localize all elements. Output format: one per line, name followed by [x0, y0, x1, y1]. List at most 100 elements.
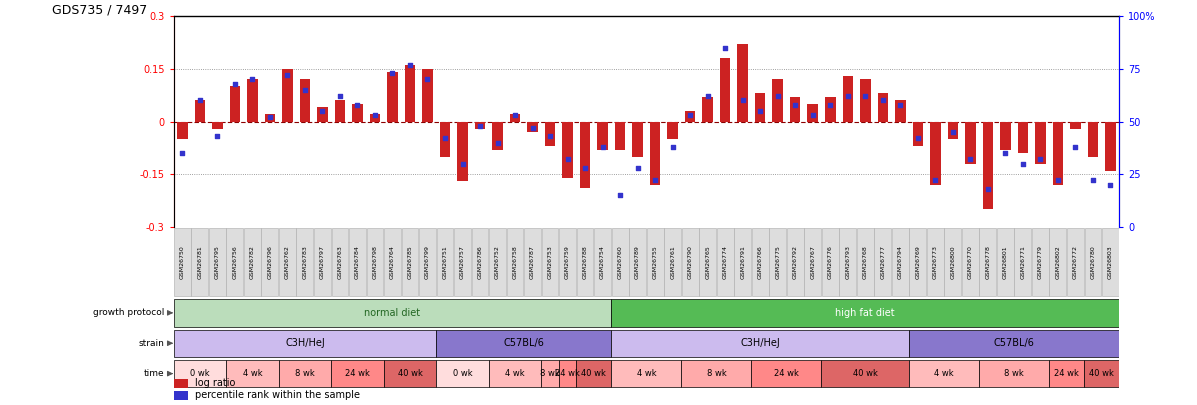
Text: GSM26753: GSM26753: [547, 245, 553, 279]
Bar: [877, 94, 888, 122]
Point: [628, 164, 648, 171]
Point: [716, 45, 735, 51]
Bar: [247, 79, 257, 122]
Text: GSM26759: GSM26759: [565, 245, 570, 279]
Bar: [909, 330, 1119, 357]
Point: [225, 80, 244, 87]
FancyBboxPatch shape: [892, 228, 909, 296]
Point: [751, 108, 770, 114]
Text: GSM26786: GSM26786: [478, 245, 482, 279]
Bar: [195, 100, 205, 122]
Point: [1083, 177, 1102, 184]
Bar: [1084, 360, 1119, 387]
FancyBboxPatch shape: [962, 228, 979, 296]
Text: GSM26798: GSM26798: [372, 245, 377, 279]
Bar: [352, 104, 363, 122]
Text: GSM26799: GSM26799: [425, 245, 430, 279]
Bar: [370, 115, 381, 122]
Bar: [983, 122, 994, 209]
Text: log ratio: log ratio: [195, 378, 236, 388]
Bar: [808, 104, 818, 122]
Bar: [576, 360, 612, 387]
Text: GSM26789: GSM26789: [636, 245, 640, 279]
Point: [400, 62, 419, 68]
Point: [593, 143, 612, 150]
Bar: [436, 330, 612, 357]
Bar: [668, 122, 678, 139]
Text: 24 wk: 24 wk: [774, 369, 798, 378]
Bar: [650, 122, 661, 185]
FancyBboxPatch shape: [542, 228, 559, 296]
Bar: [457, 122, 468, 181]
Text: GSM26768: GSM26768: [863, 245, 868, 279]
Bar: [948, 122, 958, 139]
Text: GSM26764: GSM26764: [390, 245, 395, 279]
Text: GSM26773: GSM26773: [932, 245, 937, 279]
Bar: [719, 58, 730, 122]
Text: 40 wk: 40 wk: [852, 369, 877, 378]
Point: [925, 177, 944, 184]
Bar: [423, 69, 433, 122]
Text: 40 wk: 40 wk: [1089, 369, 1114, 378]
FancyBboxPatch shape: [822, 228, 839, 296]
Point: [260, 114, 279, 121]
Bar: [510, 115, 521, 122]
Text: 4 wk: 4 wk: [505, 369, 524, 378]
FancyBboxPatch shape: [646, 228, 663, 296]
FancyBboxPatch shape: [366, 228, 383, 296]
Point: [541, 133, 560, 139]
FancyBboxPatch shape: [559, 228, 576, 296]
FancyBboxPatch shape: [594, 228, 610, 296]
FancyBboxPatch shape: [926, 228, 943, 296]
Bar: [755, 94, 765, 122]
Point: [312, 108, 332, 114]
FancyBboxPatch shape: [979, 228, 996, 296]
FancyBboxPatch shape: [1067, 228, 1083, 296]
Bar: [1088, 122, 1098, 157]
FancyBboxPatch shape: [261, 228, 278, 296]
FancyBboxPatch shape: [401, 228, 419, 296]
Bar: [436, 360, 488, 387]
FancyBboxPatch shape: [1050, 228, 1067, 296]
Point: [1031, 156, 1050, 163]
Point: [873, 97, 892, 104]
Point: [1101, 181, 1120, 188]
Bar: [174, 299, 612, 326]
FancyBboxPatch shape: [1102, 228, 1119, 296]
Bar: [317, 107, 328, 122]
Point: [996, 150, 1015, 156]
Bar: [979, 360, 1049, 387]
Text: normal diet: normal diet: [364, 308, 420, 318]
Point: [296, 87, 315, 93]
Text: strain: strain: [139, 339, 165, 348]
Point: [943, 129, 962, 135]
Text: GSM26802: GSM26802: [1056, 245, 1061, 279]
Text: 8 wk: 8 wk: [1004, 369, 1023, 378]
FancyBboxPatch shape: [839, 228, 856, 296]
FancyBboxPatch shape: [682, 228, 699, 296]
Point: [208, 133, 227, 139]
FancyBboxPatch shape: [506, 228, 523, 296]
Bar: [632, 122, 643, 157]
Bar: [685, 111, 695, 122]
FancyBboxPatch shape: [1032, 228, 1049, 296]
Point: [803, 112, 822, 118]
Bar: [912, 122, 923, 146]
Text: GSM26752: GSM26752: [496, 245, 500, 279]
Text: GSM26757: GSM26757: [460, 245, 464, 279]
Point: [978, 185, 997, 192]
Bar: [563, 122, 573, 178]
Text: GSM26774: GSM26774: [723, 245, 728, 279]
FancyBboxPatch shape: [1015, 228, 1032, 296]
Bar: [384, 360, 436, 387]
Text: GSM26762: GSM26762: [285, 245, 290, 279]
Text: GSM26777: GSM26777: [880, 245, 886, 279]
FancyBboxPatch shape: [734, 228, 751, 296]
Text: GSM26780: GSM26780: [1090, 245, 1095, 279]
Point: [610, 192, 630, 198]
Bar: [859, 79, 870, 122]
Point: [365, 112, 384, 118]
Text: GSM26770: GSM26770: [968, 245, 973, 279]
Point: [418, 76, 437, 83]
Point: [190, 97, 209, 104]
